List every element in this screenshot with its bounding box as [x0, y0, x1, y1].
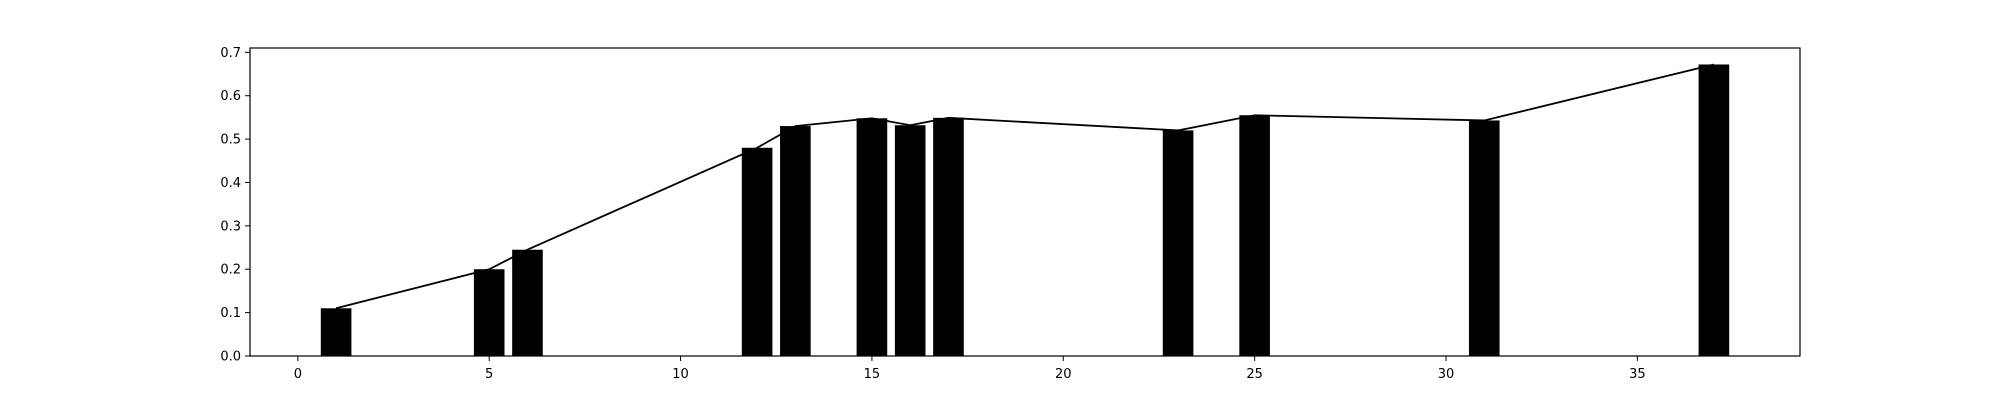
- x-tick-label: 25: [1246, 367, 1263, 382]
- x-tick-label: 10: [672, 367, 689, 382]
- bar: [933, 117, 964, 356]
- y-tick-label: 0.3: [220, 219, 241, 234]
- y-tick-label: 0.7: [220, 46, 241, 61]
- bar: [780, 126, 811, 356]
- bar: [1468, 120, 1500, 356]
- x-tick-label: 20: [1055, 367, 1072, 382]
- x-tick-label: 15: [864, 367, 881, 382]
- bar: [473, 269, 505, 356]
- y-tick-label: 0.2: [220, 263, 241, 278]
- y-tick-label: 0.1: [220, 306, 241, 321]
- bar: [741, 147, 773, 356]
- bar: [894, 125, 926, 356]
- x-tick-label: 35: [1629, 367, 1646, 382]
- bar: [512, 249, 543, 356]
- x-tick-label: 30: [1438, 367, 1455, 382]
- y-axis: 0.0 0.1 0.2 0.3 0.4 0.5 0.6 0.7: [220, 46, 250, 365]
- bar: [856, 118, 888, 356]
- y-tick-label: 0.4: [220, 176, 241, 191]
- series-line: [335, 63, 1715, 310]
- bar: [320, 308, 352, 356]
- y-tick-label: 0.0: [220, 350, 241, 365]
- y-tick-label: 0.6: [220, 89, 241, 104]
- x-tick-label: 5: [485, 367, 493, 382]
- bar: [1162, 130, 1194, 356]
- x-axis: 0 5 10 15 20 25 30 35: [294, 356, 1646, 382]
- x-tick-label: 0: [294, 367, 302, 382]
- bar: [1239, 115, 1270, 357]
- bar-group: [320, 64, 1730, 357]
- bar: [1698, 64, 1730, 356]
- y-tick-label: 0.5: [220, 133, 241, 148]
- line-group: [335, 63, 1715, 310]
- plot-frame: [249, 47, 1801, 357]
